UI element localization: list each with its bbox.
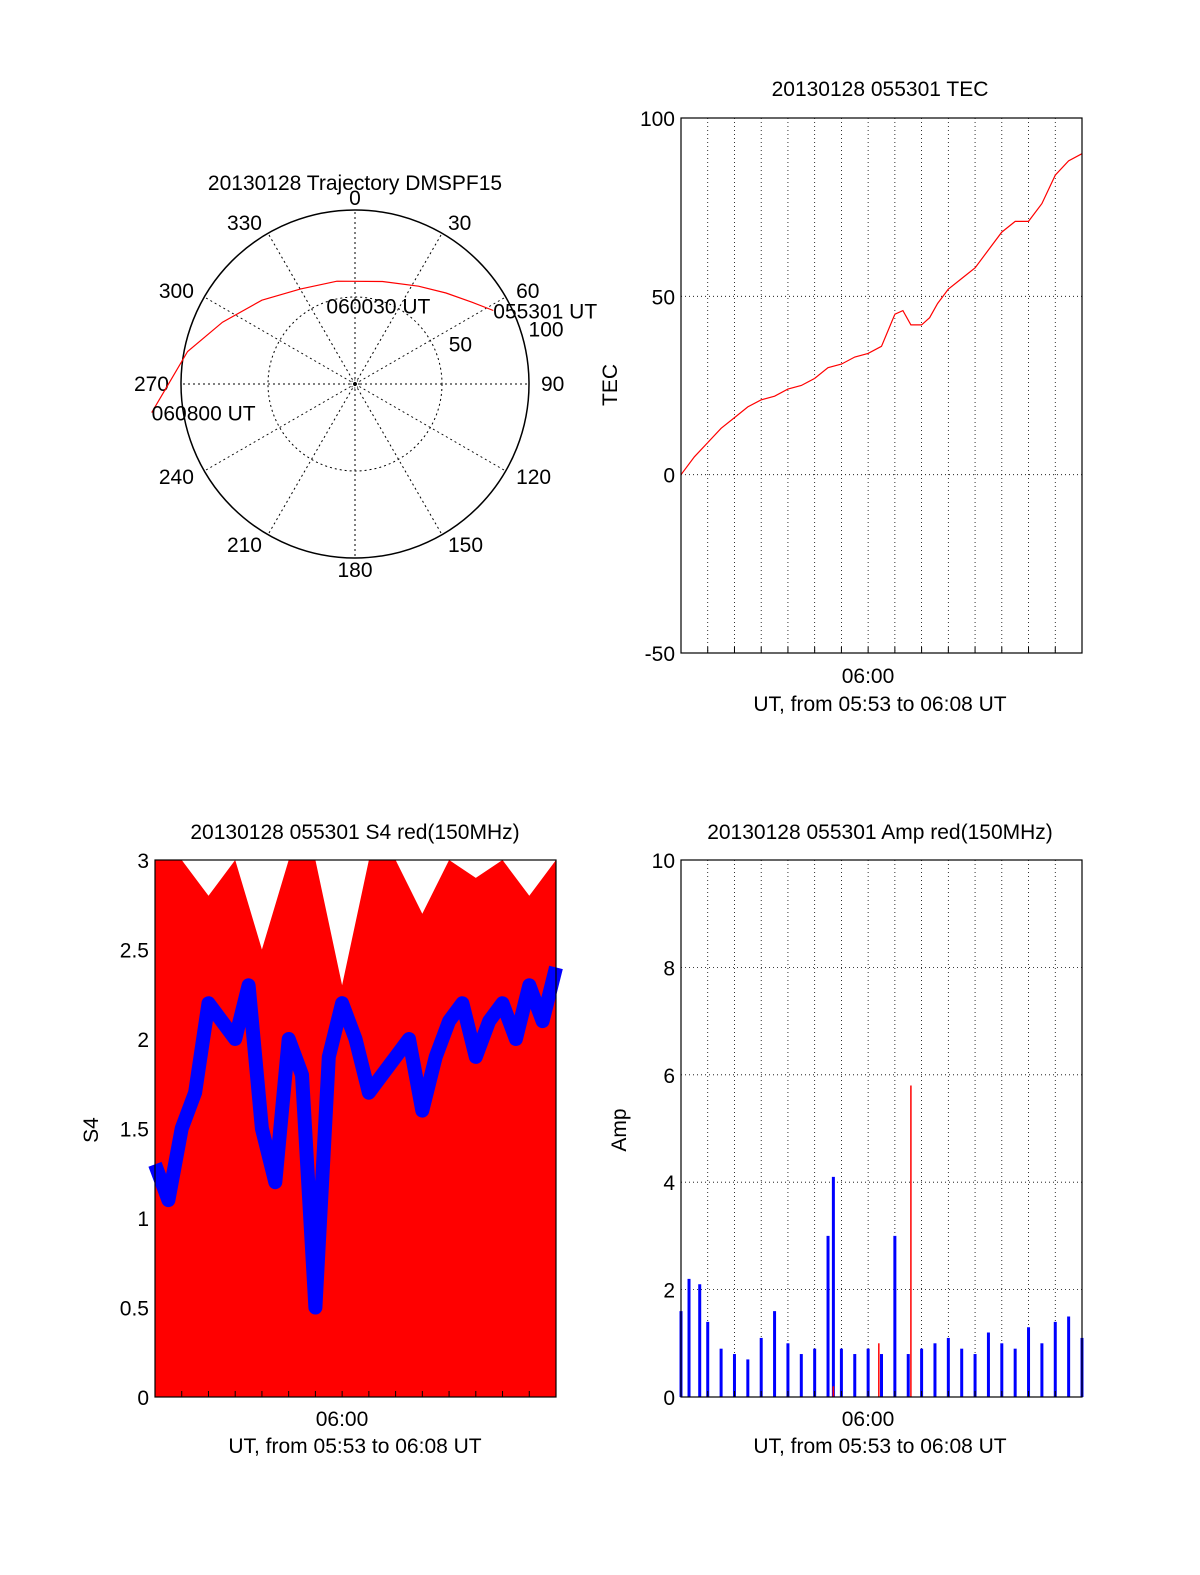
tec-chart: 20130128 055301 TEC -50 0 50 100 06:00 UT, …	[599, 78, 1083, 716]
trajectory-annotations: 055301 UT 060030 UT 060800 UT	[152, 296, 598, 426]
polar-grid	[180, 209, 530, 559]
s4-ytick-1.5: 1.5	[120, 1119, 149, 1142]
polar-angle-label-240: 240	[159, 466, 194, 489]
polar-spoke-30	[354, 233, 443, 385]
amp-ytick-8: 8	[663, 957, 675, 980]
tec-title: 20130128 055301 TEC	[772, 78, 989, 101]
polar-spoke-210	[267, 383, 356, 535]
amp-y-tick-labels: 0 2 4 6 8 10	[652, 850, 1083, 1410]
amp-chart: 20130128 055301 Amp red(150MHz) 0246810 …	[608, 821, 1084, 1458]
s4-ytick-2: 2	[137, 1029, 149, 1052]
polar-angle-label-90: 90	[541, 373, 564, 396]
tec-x-tick-label: 06:00	[842, 665, 895, 688]
amp-ytick-0: 0	[663, 1387, 675, 1410]
polar-trajectory-chart: 20130128 Trajectory DMSPF15 0 30 60 90 120 15…	[134, 172, 597, 582]
s4-x-tick-label: 06:00	[316, 1408, 369, 1431]
polar-angle-label-180: 180	[337, 559, 372, 582]
polar-angle-label-150: 150	[448, 534, 483, 557]
s4-ytick-1: 1	[137, 1208, 149, 1231]
polar-radial-labels: 50 100	[449, 318, 564, 356]
tec-ytick-0: 0	[663, 465, 675, 488]
amp-grid	[681, 860, 1082, 1397]
s4-ytick-2.5: 2.5	[120, 940, 149, 963]
s4-chart: 20130128 055301 S4 red(150MHz) 0 0.5 1 1.5 2…	[80, 821, 563, 1458]
polar-angle-label-120: 120	[516, 466, 551, 489]
s4-ylabel: S4	[80, 1117, 103, 1143]
s4-ytick-0.5: 0.5	[120, 1298, 149, 1321]
s4-series-band-1	[148, 965, 563, 1315]
polar-angle-label-0: 0	[349, 187, 361, 210]
amp-title: 20130128 055301 Amp red(150MHz)	[707, 821, 1053, 844]
s4-xlabel: UT, from 05:53 to 06:08 UT	[228, 1435, 481, 1458]
tec-y-tick-labels: -50 0 50 100	[640, 108, 1083, 666]
tec-ytick-50: 50	[652, 286, 675, 309]
tec-ylabel: TEC	[599, 364, 622, 406]
s4-y-tick-labels: 0 0.5 1 1.5 2 2.5 3	[120, 850, 557, 1410]
tec-grid	[681, 118, 1082, 653]
polar-angle-labels: 0 30 60 90 120 150 180 210 240 270 300 330	[134, 187, 564, 582]
polar-outer-circle	[180, 209, 530, 559]
amp-ytick-10: 10	[652, 850, 675, 873]
s4-series-area-0	[155, 860, 556, 1397]
polar-radial-label-50: 50	[449, 333, 472, 356]
s4-ytick-3: 3	[137, 850, 149, 873]
tec-series-line	[680, 153, 1083, 476]
amp-ylabel: Amp	[608, 1108, 631, 1151]
s4-title: 20130128 055301 S4 red(150MHz)	[190, 821, 519, 844]
tec-ytick--50: -50	[645, 643, 675, 666]
polar-spoke-150	[354, 383, 443, 535]
s4-series-fill	[148, 860, 563, 1397]
trajectory-annotation-0: 055301 UT	[493, 300, 597, 323]
polar-title: 20130128 Trajectory DMSPF15	[208, 172, 502, 195]
tec-ytick-100: 100	[640, 108, 675, 131]
polar-spoke-60	[354, 296, 506, 385]
polar-spoke-330	[267, 233, 356, 385]
amp-frame	[680, 859, 1083, 1398]
polar-center-ring	[350, 379, 360, 389]
amp-ytick-4: 4	[663, 1172, 675, 1195]
trajectory-annotation-2: 060800 UT	[152, 403, 256, 426]
polar-angle-label-30: 30	[448, 212, 471, 235]
amp-xlabel: UT, from 05:53 to 06:08 UT	[753, 1435, 1006, 1458]
s4-frame	[154, 859, 557, 1398]
polar-angle-label-330: 330	[227, 212, 262, 235]
polar-spoke-120	[354, 383, 506, 472]
amp-ytick-2: 2	[663, 1280, 675, 1303]
amp-ytick-6: 6	[663, 1065, 675, 1088]
polar-angle-label-60: 60	[516, 280, 539, 303]
trajectory-track	[151, 280, 494, 413]
s4-ytick-0: 0	[137, 1387, 149, 1410]
polar-angle-label-270: 270	[134, 373, 169, 396]
polar-radial-label-100: 100	[529, 318, 564, 341]
amp-x-tick-label: 06:00	[842, 1408, 895, 1431]
amp-series-bars	[679, 1085, 1084, 1397]
tec-xlabel: UT, from 05:53 to 06:08 UT	[753, 693, 1006, 716]
trajectory-annotation-1: 060030 UT	[326, 296, 430, 319]
polar-spoke-300	[204, 296, 356, 385]
polar-spoke-240	[204, 383, 356, 472]
polar-angle-label-210: 210	[227, 534, 262, 557]
polar-angle-label-300: 300	[159, 280, 194, 303]
tec-frame	[680, 117, 1083, 654]
